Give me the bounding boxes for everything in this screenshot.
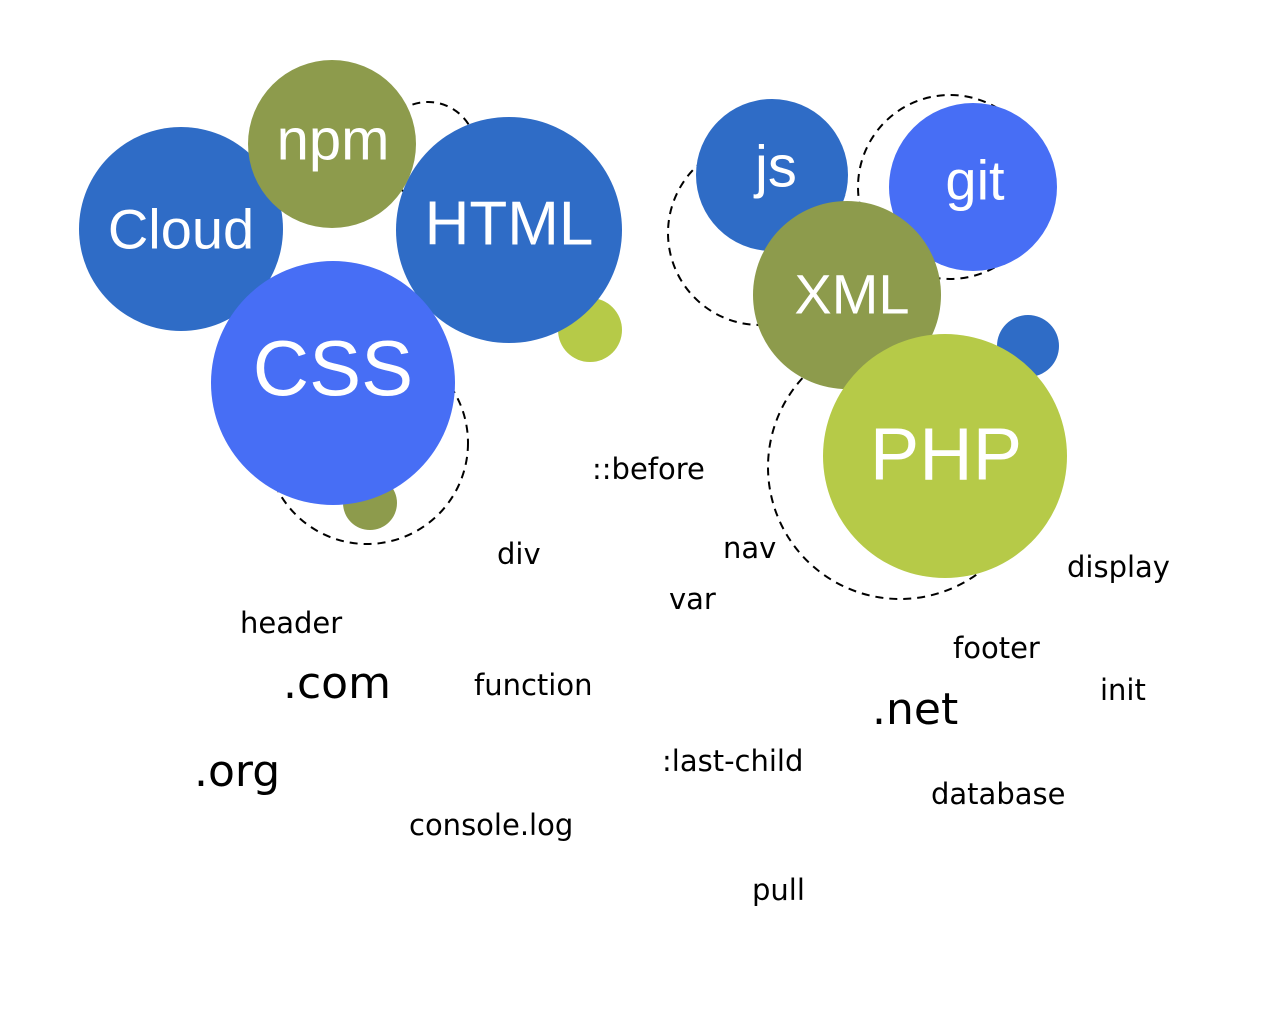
bubble-php [823,334,1067,578]
word-com: .com [283,658,391,709]
bubble-js-label: js [753,135,797,200]
bubble-git-label: git [945,149,1005,212]
bubble-html [396,117,622,343]
word-footer: footer [953,631,1040,665]
bubble-html-label: HTML [425,190,594,259]
bubble-css [211,261,455,505]
word-nav: nav [723,531,777,565]
word-header: header [240,606,343,640]
word-div: div [497,537,541,571]
word-init: init [1100,673,1146,707]
bubble-css-label: CSS [253,324,413,412]
bubble-php-label: PHP [870,413,1022,496]
bubble-xml-label: XML [794,263,909,326]
word-org: .org [194,746,281,797]
bubble-cloud [79,127,283,331]
word-var: var [669,582,716,616]
word-function: function [474,668,593,702]
bubble-git [889,103,1057,271]
word-before: ::before [592,452,705,486]
word-display: display [1067,550,1170,584]
dashed-ring-left [265,341,469,545]
word-database: database [931,777,1066,811]
word-pull: pull [752,873,805,907]
bubble-npm-label: npm [277,108,390,173]
bubble-npm [248,60,416,228]
bubble-xml [753,201,941,389]
word-net: .net [872,684,959,735]
word-console-log: console.log [409,808,574,842]
bubble-cloud-label: Cloud [108,198,254,261]
word-last-child: :last-child [662,744,804,778]
